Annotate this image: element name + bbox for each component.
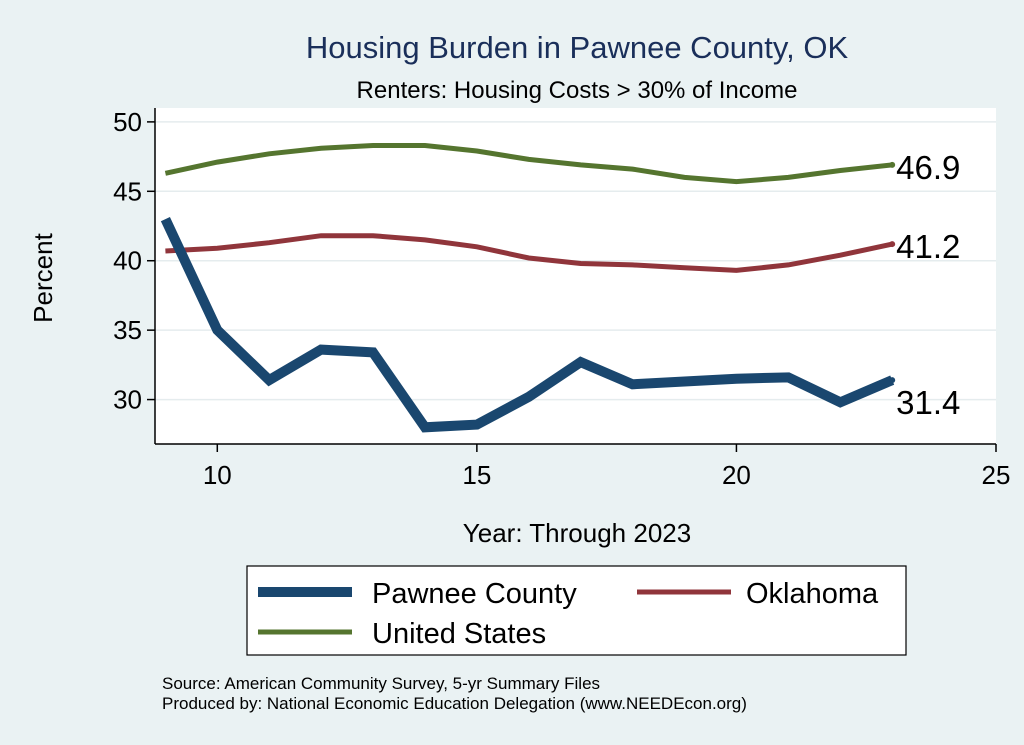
x-axis-label: Year: Through 2023 [463, 518, 691, 548]
end-labels: 46.9 41.2 31.4 [896, 149, 960, 421]
legend-box [246, 565, 907, 656]
producer-note: Produced by: National Economic Education… [162, 694, 747, 713]
x-tick-label-10: 10 [203, 460, 232, 490]
y-tick-label-50: 50 [113, 107, 142, 137]
x-tick-label-15: 15 [462, 460, 491, 490]
end-point-oklahoma [889, 241, 896, 248]
legend-label-united-states: United States [372, 618, 546, 650]
series-line-united-states [164, 143, 893, 185]
legend-label-oklahoma: Oklahoma [746, 578, 879, 610]
y-tick-label-35: 35 [113, 315, 142, 345]
series-lines [160, 143, 896, 433]
legend: Pawnee County Oklahoma United States [246, 565, 907, 656]
end-label-pawnee-county: 31.4 [896, 384, 960, 421]
x-ticks: 10 15 20 25 [203, 444, 1011, 490]
end-label-oklahoma: 41.2 [896, 228, 960, 265]
end-point-united-states [889, 161, 896, 168]
x-tick-label-20: 20 [722, 460, 751, 490]
legend-label-pawnee-county: Pawnee County [372, 578, 577, 610]
y-axis-label: Percent [28, 232, 58, 322]
series-line-pawnee-county [160, 216, 895, 433]
source-note: Source: American Community Survey, 5-yr … [162, 674, 600, 693]
series-line-oklahoma [165, 233, 893, 273]
x-tick-label-25: 25 [982, 460, 1011, 490]
chart-subtitle: Renters: Housing Costs > 30% of Income [357, 77, 798, 104]
y-tick-label-40: 40 [113, 246, 142, 276]
chart-title: Housing Burden in Pawnee County, OK [306, 30, 849, 65]
y-tick-label-45: 45 [113, 176, 142, 206]
y-ticks: 30 35 40 45 50 [113, 107, 155, 415]
axes [154, 108, 996, 445]
end-label-united-states: 46.9 [896, 149, 960, 186]
end-point-pawnee-county [889, 377, 896, 384]
y-tick-label-30: 30 [113, 385, 142, 415]
